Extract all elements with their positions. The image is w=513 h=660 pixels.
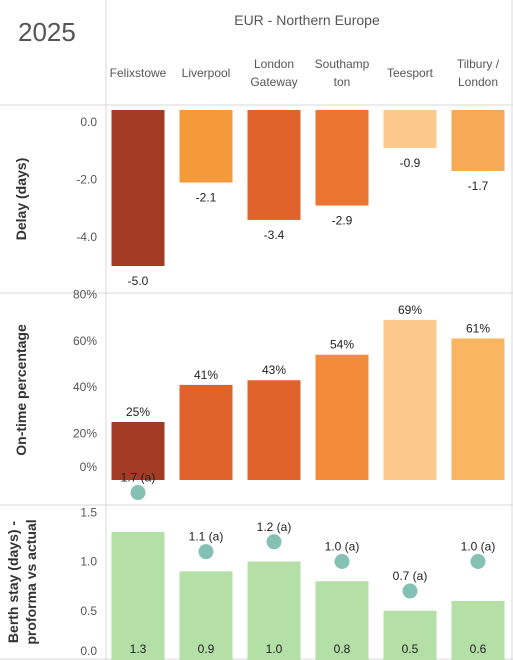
bar-value-label: 0.5 [402, 642, 419, 656]
bar [179, 110, 233, 183]
bar [179, 384, 233, 480]
bar [451, 600, 505, 660]
bar [315, 581, 369, 660]
marker-value-label: 1.2 (a) [257, 520, 292, 534]
y-axis-title: Delay (days) [13, 158, 29, 240]
bar [315, 354, 369, 480]
actual-marker [470, 554, 486, 569]
bar-value-label: 0.8 [334, 642, 351, 656]
y-axis-title: Berth stay (days) - proforma vs actual [5, 519, 39, 644]
bar [179, 571, 233, 660]
marker-value-label: 0.7 (a) [393, 569, 428, 583]
bar-value-label: -1.7 [468, 179, 489, 193]
actual-marker [130, 485, 146, 501]
y-tick-label: 80% [73, 287, 97, 301]
bar-value-label: 61% [466, 321, 490, 335]
bar [111, 422, 165, 480]
bar-value-label: 41% [194, 368, 218, 382]
y-axis-title-line: Berth stay (days) - [5, 521, 21, 643]
bar [383, 110, 437, 148]
bar [111, 531, 165, 660]
category-label: London [254, 57, 294, 71]
y-tick-label: 0% [80, 460, 98, 474]
marker-value-label: 1.0 (a) [325, 540, 360, 554]
category-label: Gateway [250, 75, 297, 89]
bar-value-label: 0.9 [198, 642, 215, 656]
berth-stay-panel: 1.5 1.0 0.5 0.0 1.3 0.9 1.0 0.8 0.5 0.6 1.7 (a) 1.1… [5, 471, 505, 660]
y-tick-label: 0.5 [80, 604, 97, 618]
bar [451, 110, 505, 171]
bar-value-label: -5.0 [128, 274, 149, 288]
bar [111, 110, 165, 266]
actual-marker [402, 583, 418, 599]
y-tick-label: 20% [73, 427, 97, 441]
bar [247, 380, 301, 480]
bar-value-label: 54% [330, 338, 354, 352]
delay-panel: 0.0 -2.0 -4.0 -5.0 -2.1 -3.4 -2.9 -0.9 -1.7 Delay… [13, 110, 505, 288]
y-tick-label: 40% [73, 380, 97, 394]
actual-marker [198, 544, 214, 560]
y-axis-title-line: proforma vs actual [23, 519, 39, 644]
category-label: Tilbury / [457, 57, 500, 71]
category-label: Liverpool [182, 66, 231, 80]
y-tick-label: 0.0 [80, 115, 97, 129]
bar [383, 319, 437, 480]
bar-value-label: -3.4 [264, 228, 285, 242]
y-axis-title: On-time percentage [13, 324, 29, 456]
y-tick-label: -2.0 [76, 173, 97, 187]
category-label: Southamp [315, 57, 370, 71]
category-label: ton [334, 75, 351, 89]
bar [383, 610, 437, 660]
region-title: EUR - Northern Europe [234, 12, 380, 28]
bar-value-label: 1.3 [130, 642, 147, 656]
bar-value-label: 25% [126, 405, 150, 419]
marker-value-label: 1.1 (a) [189, 530, 224, 544]
actual-marker [334, 554, 350, 569]
y-tick-label: -4.0 [76, 230, 97, 244]
bar-value-label: -2.9 [332, 214, 353, 228]
bar [451, 338, 505, 480]
bar-value-label: -0.9 [400, 156, 421, 170]
marker-value-label: 1.7 (a) [121, 471, 156, 485]
y-tick-label: 1.5 [80, 505, 97, 519]
bar-value-label: 0.6 [470, 642, 487, 656]
bar [247, 110, 301, 220]
year-title: 2025 [18, 17, 76, 47]
bar-value-label: 1.0 [266, 642, 283, 656]
category-label: Felixstowe [110, 66, 167, 80]
y-tick-label: 1.0 [80, 555, 97, 569]
bar [315, 110, 369, 206]
actual-marker [266, 534, 282, 550]
y-tick-label: 0.0 [80, 644, 97, 658]
bar-value-label: 43% [262, 363, 286, 377]
bar-value-label: 69% [398, 303, 422, 317]
marker-value-label: 1.0 (a) [461, 540, 496, 554]
category-label: Teesport [387, 66, 434, 80]
category-label: London [458, 75, 498, 89]
bar [247, 561, 301, 660]
bar-value-label: -2.1 [196, 190, 217, 204]
y-tick-label: 60% [73, 334, 97, 348]
category-labels: Felixstowe Liverpool London Gateway Southamp… [110, 57, 500, 89]
on-time-panel: 80% 60% 40% 20% 0% 25% 41% 43% 54% 69% 61% On-time … [13, 287, 505, 480]
